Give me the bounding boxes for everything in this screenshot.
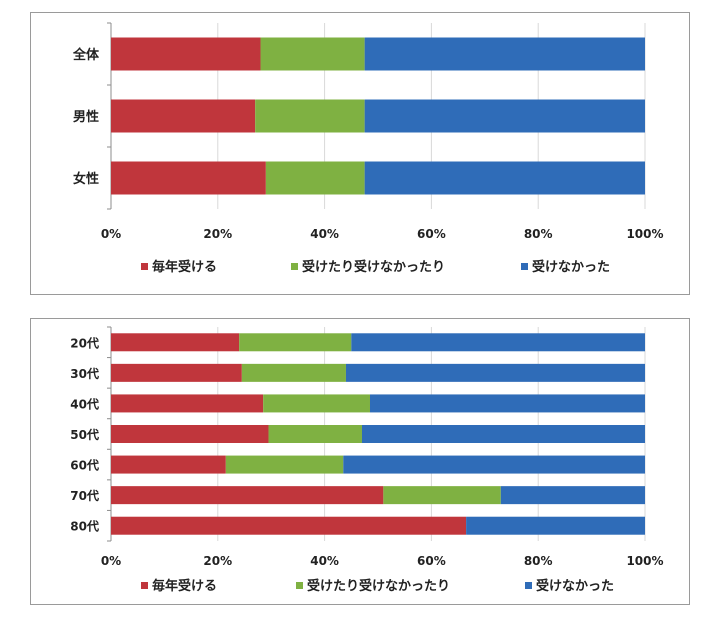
bar-segment	[111, 486, 384, 505]
category-label: 30代	[70, 366, 99, 381]
bar-segment	[369, 394, 645, 413]
bar-segment	[111, 425, 269, 443]
bar-segment	[111, 99, 256, 133]
tick-label: 20%	[203, 554, 232, 568]
tick-label: 0%	[101, 227, 121, 241]
legend-label: 受けなかった	[536, 578, 614, 594]
bar-segment	[364, 99, 645, 133]
bar-segment	[268, 425, 362, 443]
bar-segment	[364, 161, 645, 195]
bar-segment	[361, 425, 645, 443]
legend-swatch	[525, 582, 532, 589]
legend-swatch	[296, 582, 303, 589]
bar-segment	[241, 363, 346, 382]
legend-swatch	[141, 263, 148, 270]
tick-label: 40%	[310, 554, 339, 568]
bar-segment	[466, 516, 645, 535]
bar-segment	[111, 455, 226, 474]
chart-panel-age: 20代 30代 40代 50代 60代 70代 80代 0% 20% 40% 60% 80% 100% 毎…	[30, 318, 690, 605]
bar-segment	[343, 455, 645, 474]
tick-label: 100%	[626, 227, 663, 241]
legend-label: 受けたり受けなかったり	[302, 259, 445, 275]
category-label: 男性	[73, 109, 99, 125]
category-label: 20代	[70, 335, 99, 350]
category-label: 40代	[70, 396, 99, 411]
bar-segment	[364, 37, 645, 71]
bar-segment	[351, 333, 645, 352]
bar-segment	[225, 455, 344, 474]
bar-segment	[255, 99, 365, 133]
bar-segment	[111, 333, 240, 352]
tick-label: 80%	[524, 227, 553, 241]
chart-panel-overall: 全体男性女性 0% 20% 40% 60% 80% 100% 毎年受ける 受けたり受けなかったり…	[30, 12, 690, 295]
legend-label: 受けたり受けなかったり	[307, 578, 450, 594]
category-label: 全体	[72, 47, 100, 63]
bar-segment	[260, 37, 365, 71]
tick-label: 60%	[417, 554, 446, 568]
bar-segment	[111, 516, 467, 535]
category-label: 女性	[73, 171, 99, 187]
bar-segment	[239, 333, 352, 352]
legend-label: 毎年受ける	[152, 259, 217, 275]
bar-segment	[345, 363, 645, 382]
bar-segment	[111, 161, 266, 195]
bar-segment	[263, 394, 370, 413]
tick-label: 80%	[524, 554, 553, 568]
legend-label: 毎年受ける	[152, 578, 217, 594]
bar-segment	[111, 394, 264, 413]
tick-label: 0%	[101, 554, 121, 568]
category-label: 80代	[70, 519, 99, 534]
bar-segment	[111, 363, 242, 382]
tick-label: 100%	[626, 554, 663, 568]
bar-segment	[383, 486, 501, 505]
legend-swatch	[521, 263, 528, 270]
chart-age: 20代 30代 40代 50代 60代 70代 80代 0% 20% 40% 60% 80% 100% 毎…	[70, 326, 664, 594]
legend-swatch	[141, 582, 148, 589]
category-label: 50代	[70, 427, 99, 442]
legend-swatch	[291, 263, 298, 270]
tick-label: 40%	[310, 227, 339, 241]
bar-segment	[500, 486, 645, 505]
bar-segment	[265, 161, 365, 195]
legend-label: 受けなかった	[532, 259, 610, 275]
category-label: 70代	[70, 488, 99, 503]
tick-label: 60%	[417, 227, 446, 241]
tick-label: 20%	[203, 227, 232, 241]
bar-segment	[111, 37, 261, 71]
category-label: 60代	[70, 458, 99, 473]
